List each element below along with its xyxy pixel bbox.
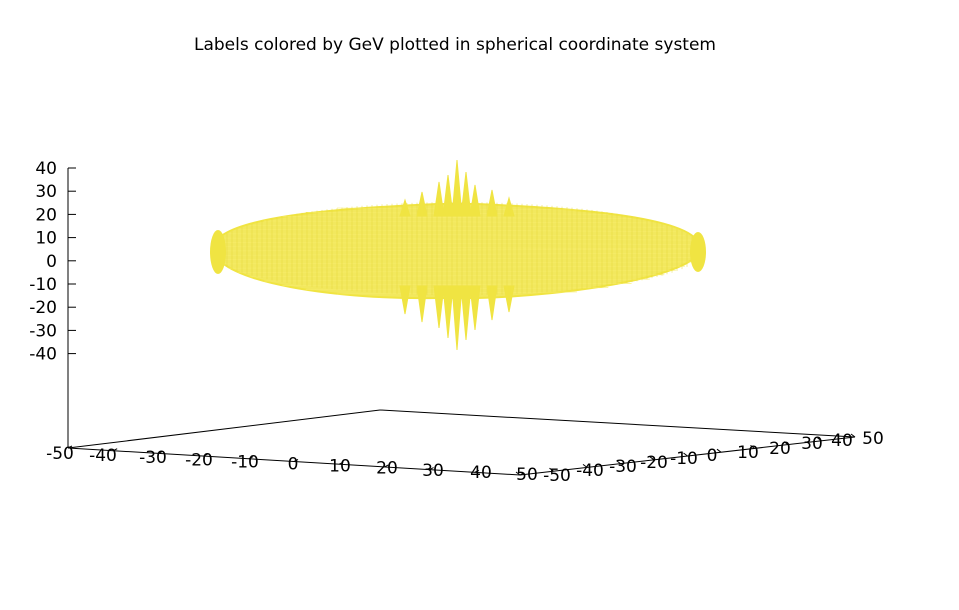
y-tick-mark <box>616 460 621 465</box>
surface-lobe <box>690 232 706 272</box>
y-tick-mark <box>750 444 755 449</box>
y-axis-ticks: -50 -40 -30 -20 -10 0 10 20 30 40 50 <box>515 429 884 486</box>
x-tick-label: -30 <box>139 448 167 468</box>
surface-spike <box>433 285 445 329</box>
y-tick-mark <box>649 456 655 461</box>
surface-spike <box>503 285 515 313</box>
surface-spike <box>442 285 454 339</box>
x-tick-mark <box>293 459 299 462</box>
surface-spike <box>469 285 481 331</box>
y-tick-label: 30 <box>801 434 823 454</box>
z-tick-label: 0 <box>46 252 57 272</box>
y-tick-label: 50 <box>862 429 884 449</box>
z-tick-label: -10 <box>29 275 57 295</box>
y-tick-label: -10 <box>670 449 698 469</box>
x-tick-mark <box>519 472 525 476</box>
base-back-right-line <box>379 409 856 438</box>
x-tick-mark <box>67 445 73 449</box>
x-tick-label: -10 <box>231 452 259 472</box>
x-tick-mark <box>429 467 434 471</box>
x-tick-mark <box>112 448 118 452</box>
surface-spike <box>433 181 445 217</box>
x-tick-mark <box>474 469 480 473</box>
z-tick-label: -40 <box>29 345 57 365</box>
y-tick-mark <box>515 471 521 476</box>
surface-spike <box>399 285 411 315</box>
x-tick-mark <box>203 453 208 457</box>
x-tick-label: 50 <box>516 465 538 485</box>
x-tick-mark <box>384 464 389 468</box>
surface-lobe <box>210 230 226 274</box>
surface-spike <box>416 191 428 217</box>
y-tick-label: 40 <box>831 431 853 451</box>
y-tick-label: -20 <box>640 453 668 473</box>
x-tick-label: -20 <box>185 450 213 470</box>
surface-spike <box>469 184 481 217</box>
y-tick-mark <box>549 467 554 472</box>
z-axis-ticks: 40 30 20 10 0 -10 -20 -30 -40 <box>29 159 76 365</box>
y-tick-mark <box>683 452 688 457</box>
x-tick-mark <box>338 461 344 465</box>
y-tick-label: -30 <box>609 457 637 477</box>
x-tick-label: 10 <box>329 457 351 477</box>
x-tick-label: -50 <box>46 444 74 464</box>
z-tick-label: 30 <box>35 182 57 202</box>
y-tick-mark <box>716 448 722 453</box>
x-tick-label: 0 <box>288 455 299 475</box>
surface-spike <box>399 198 411 217</box>
y-tick-label: 10 <box>737 443 759 463</box>
y-tick-label: -40 <box>576 461 604 481</box>
surface-spike <box>486 285 498 321</box>
x-tick-mark <box>158 450 163 454</box>
y-tick-label: 20 <box>769 439 791 459</box>
x-tick-mark <box>248 456 254 460</box>
x-axis-ticks: -50 -40 -30 -20 -10 0 10 20 30 40 50 <box>46 444 538 485</box>
surface-mesh <box>210 159 706 351</box>
surface-spike <box>486 189 498 217</box>
z-tick-label: 40 <box>35 159 57 179</box>
x-tick-label: -40 <box>89 446 117 466</box>
y-tick-label: -50 <box>543 466 571 486</box>
z-tick-label: 20 <box>35 205 57 225</box>
surface-spike <box>451 285 463 351</box>
x-tick-label: 40 <box>470 463 492 483</box>
y-tick-label: 0 <box>707 446 718 466</box>
base-back-left-line <box>67 409 381 449</box>
x-tick-label: 20 <box>376 459 398 479</box>
chart-title: Labels colored by GeV plotted in spheric… <box>194 35 716 55</box>
y-tick-mark <box>783 441 789 446</box>
surface-spike <box>503 196 515 217</box>
y-tick-mark <box>817 437 822 442</box>
z-tick-label: -20 <box>29 298 57 318</box>
y-tick-mark <box>582 463 588 468</box>
surface-spike <box>460 171 472 217</box>
surface-spike <box>451 159 463 217</box>
surface-spike <box>460 285 472 341</box>
z-tick-label: 10 <box>35 229 57 249</box>
surface-spike <box>442 174 454 217</box>
z-tick-label: -30 <box>29 321 57 341</box>
y-tick-mark <box>850 433 856 438</box>
x-tick-label: 30 <box>422 461 444 481</box>
surface-spike <box>416 285 428 323</box>
